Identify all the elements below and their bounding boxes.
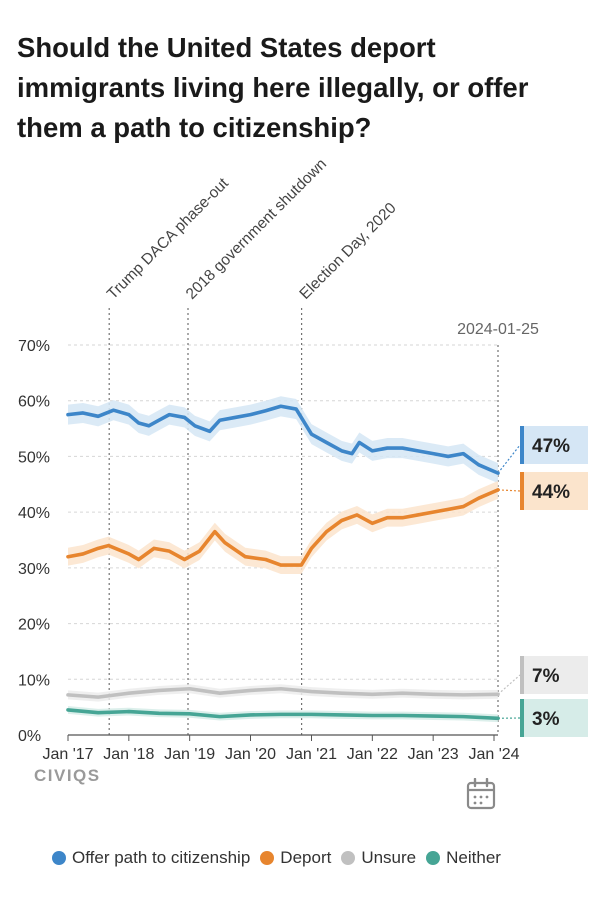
y-tick-label: 20% — [18, 617, 50, 634]
y-tick-label: 30% — [18, 561, 50, 578]
civiqs-logo: CIVIQS — [34, 766, 101, 785]
legend-dot — [426, 851, 441, 865]
series-line — [66, 686, 500, 699]
end-date-label: 2024-01-25 — [457, 321, 539, 338]
legend-item-deport[interactable]: Deport — [260, 848, 331, 868]
end-label-connector — [497, 444, 521, 474]
legend: Offer path to citizenship Deport Unsure … — [52, 848, 511, 868]
end-label-bar — [520, 472, 524, 510]
end-label-box — [520, 472, 588, 510]
y-tick-label: 70% — [18, 338, 50, 355]
legend-dot — [260, 851, 275, 865]
legend-label: Deport — [280, 848, 332, 867]
x-tick-label: Jan '20 — [225, 746, 276, 763]
end-value-label: 44% — [532, 482, 570, 503]
legend-label: Neither — [446, 848, 501, 867]
end-label-bar — [520, 426, 524, 464]
y-tick-label: 0% — [18, 728, 41, 745]
y-tick-label: 40% — [18, 505, 50, 522]
x-tick-label: Jan '17 — [42, 746, 93, 763]
legend-item-neither[interactable]: Neither — [426, 848, 501, 868]
legend-label: Offer path to citizenship — [72, 848, 251, 867]
y-tick-label: 50% — [18, 449, 50, 466]
end-label-connector — [497, 489, 521, 492]
x-tick-label: Jan '22 — [347, 746, 398, 763]
end-label-connector — [497, 674, 521, 695]
x-tick-label: Jan '18 — [103, 746, 154, 763]
legend-dot — [341, 851, 356, 865]
x-tick-label: Jan '19 — [164, 746, 215, 763]
end-value-label: 3% — [532, 709, 560, 730]
legend-item-citizenship[interactable]: Offer path to citizenship — [52, 848, 250, 868]
legend-label: Unsure — [361, 848, 417, 867]
x-tick-label: Jan '24 — [468, 746, 519, 763]
annotation-label: Election Day, 2020 — [296, 199, 399, 302]
y-tick-label: 10% — [18, 672, 50, 689]
end-value-label: 47% — [532, 436, 570, 457]
chart-title: Should the United States deport immigran… — [17, 32, 529, 143]
series-line — [66, 488, 500, 567]
legend-item-unsure[interactable]: Unsure — [341, 848, 416, 868]
end-label-box — [520, 426, 588, 464]
confidence-band — [68, 480, 498, 574]
end-label-box — [520, 699, 588, 737]
x-tick-label: Jan '21 — [286, 746, 337, 763]
confidence-band — [68, 396, 498, 484]
x-tick-label: Jan '23 — [408, 746, 459, 763]
end-value-label: 7% — [532, 666, 560, 687]
calendar-icon[interactable] — [466, 778, 496, 810]
y-tick-label: 60% — [18, 394, 50, 411]
end-label-bar — [520, 699, 524, 737]
series-line — [66, 404, 500, 475]
end-label-box — [520, 656, 588, 694]
end-label-bar — [520, 656, 524, 694]
series-line — [66, 708, 500, 721]
legend-dot — [52, 851, 66, 865]
